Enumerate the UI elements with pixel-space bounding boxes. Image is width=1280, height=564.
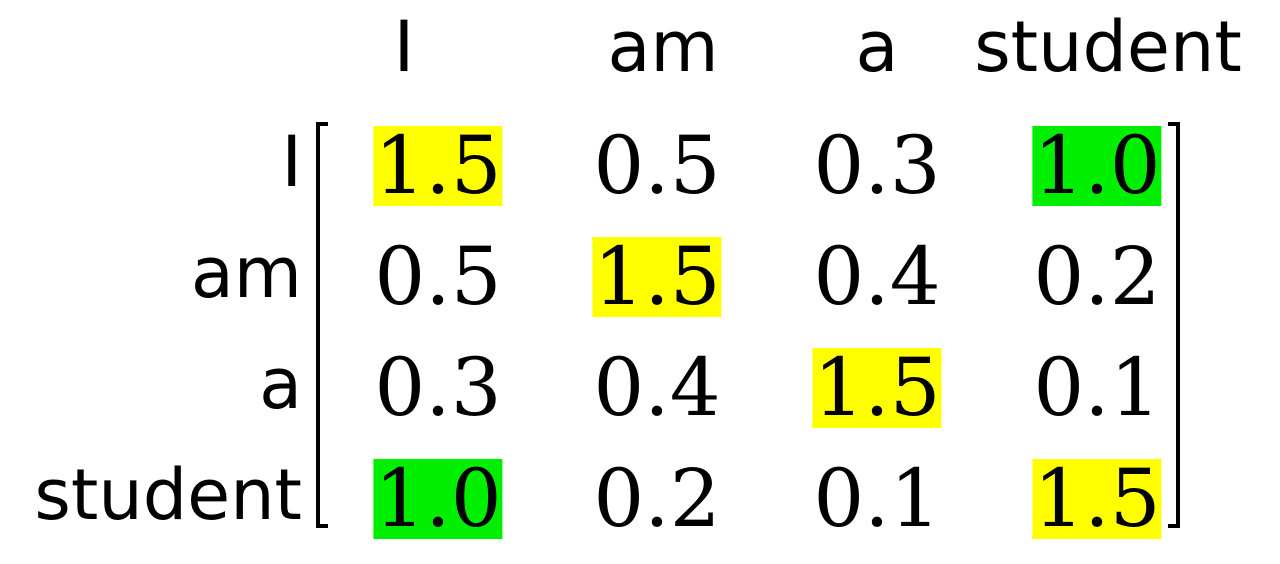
matrix-cell-r0-c3: 1.0 <box>1032 119 1162 212</box>
matrix-cell-r2-c2: 1.5 <box>812 341 942 434</box>
matrix-cell-r3-c2: 0.1 <box>813 452 941 545</box>
matrix-cell-r2-c1: 0.4 <box>593 341 721 434</box>
row-label-student: student <box>34 454 302 536</box>
matrix-right-bracket <box>1168 122 1180 528</box>
matrix-cell-r3-c1: 0.2 <box>593 452 721 545</box>
matrix-cell-r1-c3: 0.2 <box>1033 230 1161 323</box>
column-label-am: am <box>607 6 719 88</box>
matrix-left-bracket <box>316 122 328 528</box>
column-label-a: a <box>855 6 899 88</box>
row-label-a: a <box>259 343 302 425</box>
matrix-cell-r3-c3: 1.5 <box>1032 452 1162 545</box>
row-label-i: I <box>281 121 302 203</box>
matrix-cell-r3-c0: 1.0 <box>373 452 503 545</box>
matrix-cell-r0-c1: 0.5 <box>593 119 721 212</box>
column-label-student: student <box>974 6 1242 88</box>
matrix-cell-r2-c3: 0.1 <box>1033 341 1161 434</box>
matrix-cell-r0-c0: 1.5 <box>373 119 503 212</box>
row-label-am: am <box>190 232 302 314</box>
matrix-cell-r2-c0: 0.3 <box>374 341 502 434</box>
matrix-cell-r0-c2: 0.3 <box>813 119 941 212</box>
matrix-cell-r1-c2: 0.4 <box>813 230 941 323</box>
column-label-i: I <box>393 6 415 88</box>
matrix-cell-r1-c1: 1.5 <box>592 230 722 323</box>
matrix-cell-r1-c0: 0.5 <box>374 230 502 323</box>
